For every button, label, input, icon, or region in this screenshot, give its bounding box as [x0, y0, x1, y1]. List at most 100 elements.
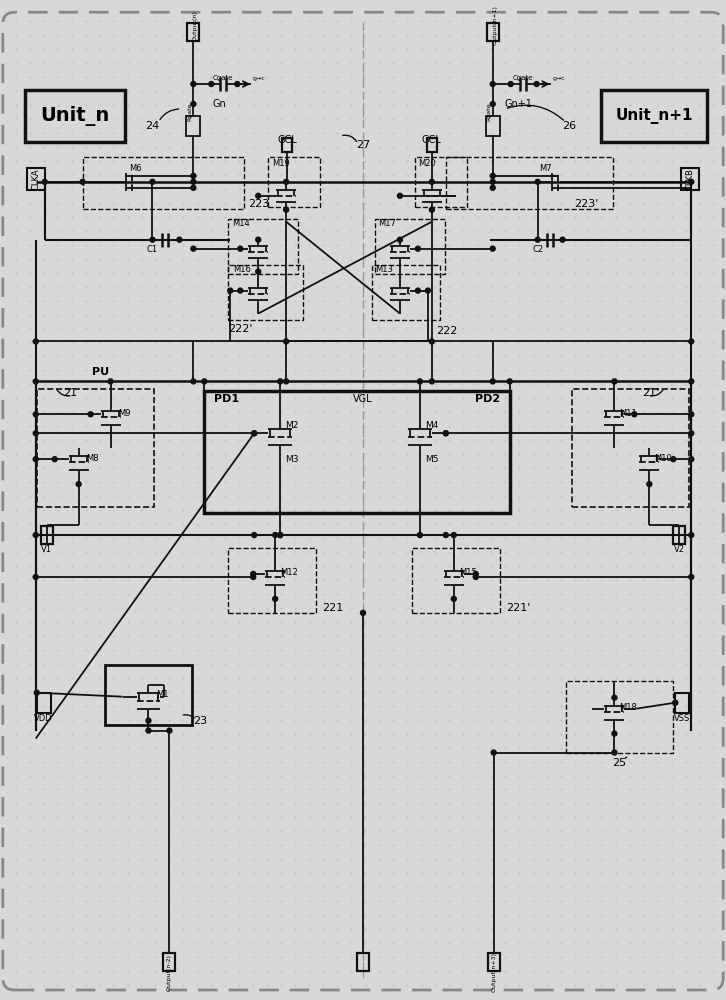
Circle shape [429, 339, 434, 344]
Bar [25, 90, 125, 142]
Bar [105, 665, 192, 725]
Circle shape [238, 288, 242, 293]
Bar [228, 219, 298, 274]
Text: M19: M19 [272, 159, 290, 168]
Text: M16: M16 [233, 265, 251, 274]
Text: 221: 221 [322, 603, 343, 613]
Text: 222: 222 [436, 326, 457, 336]
Circle shape [33, 339, 38, 344]
Text: 223': 223' [574, 199, 599, 209]
Bar [27, 168, 45, 190]
Text: M3: M3 [285, 455, 299, 464]
Circle shape [612, 695, 617, 700]
Circle shape [191, 185, 196, 190]
Text: M5: M5 [425, 455, 439, 464]
Bar [357, 953, 369, 971]
Circle shape [284, 207, 289, 212]
Bar [681, 168, 699, 190]
Bar [566, 681, 673, 753]
Circle shape [252, 431, 257, 436]
Circle shape [273, 533, 277, 538]
Circle shape [417, 533, 423, 538]
Circle shape [277, 533, 282, 538]
Circle shape [429, 179, 434, 184]
Text: CLKA: CLKA [31, 168, 40, 190]
Text: M1: M1 [156, 690, 168, 699]
Circle shape [250, 571, 256, 576]
Circle shape [284, 339, 289, 344]
Text: PD1: PD1 [214, 394, 240, 404]
Circle shape [673, 700, 678, 705]
Bar [228, 548, 316, 613]
Text: PD2: PD2 [475, 394, 499, 404]
Text: VDD: VDD [34, 714, 53, 723]
Circle shape [273, 596, 277, 601]
Text: M6: M6 [129, 164, 142, 173]
Circle shape [150, 237, 155, 242]
Circle shape [33, 431, 38, 436]
Circle shape [689, 457, 694, 462]
Circle shape [452, 533, 457, 538]
Circle shape [252, 533, 257, 538]
Text: Rgate: Rgate [486, 103, 492, 121]
Bar [486, 116, 499, 136]
Text: Unit_n: Unit_n [40, 106, 110, 126]
Text: M8: M8 [86, 454, 99, 463]
Circle shape [397, 193, 402, 198]
Circle shape [88, 412, 93, 417]
Circle shape [80, 179, 85, 184]
Circle shape [490, 246, 495, 251]
Bar [488, 953, 499, 971]
Text: 27: 27 [356, 140, 370, 150]
Circle shape [52, 457, 57, 462]
Circle shape [209, 82, 214, 87]
Circle shape [560, 237, 565, 242]
Circle shape [238, 246, 242, 251]
Text: Unit_n+1: Unit_n+1 [616, 108, 693, 124]
Circle shape [689, 431, 694, 436]
Bar [486, 23, 499, 41]
Circle shape [490, 379, 495, 384]
Text: 26: 26 [563, 121, 576, 131]
Text: PU: PU [92, 367, 109, 377]
Circle shape [284, 379, 289, 384]
Text: V2: V2 [674, 545, 685, 554]
Circle shape [689, 533, 694, 538]
Circle shape [167, 728, 172, 733]
Text: M20: M20 [418, 159, 436, 168]
Circle shape [490, 179, 495, 184]
Circle shape [612, 750, 617, 755]
Circle shape [534, 82, 539, 87]
Circle shape [535, 179, 540, 184]
Circle shape [191, 379, 196, 384]
Circle shape [689, 574, 694, 579]
Circle shape [490, 82, 495, 87]
Circle shape [473, 571, 478, 576]
Text: 221': 221' [506, 603, 530, 613]
Circle shape [146, 728, 151, 733]
Circle shape [150, 179, 155, 184]
Circle shape [632, 412, 637, 417]
Text: C2: C2 [532, 245, 543, 254]
Circle shape [490, 185, 495, 190]
Bar [83, 157, 244, 209]
Text: Gn+1: Gn+1 [505, 99, 533, 109]
Text: Cgate: Cgate [513, 75, 533, 81]
Circle shape [689, 339, 694, 344]
Bar [187, 23, 200, 41]
Text: M4: M4 [425, 421, 439, 430]
Circle shape [508, 82, 513, 87]
Bar [601, 90, 707, 142]
Text: Output(n-2): Output(n-2) [167, 954, 172, 991]
Circle shape [177, 237, 182, 242]
Circle shape [612, 731, 617, 736]
Text: M14: M14 [232, 219, 250, 228]
Bar [163, 953, 176, 971]
Bar [673, 526, 685, 544]
Circle shape [397, 237, 402, 242]
Circle shape [425, 288, 431, 293]
Circle shape [256, 193, 261, 198]
Circle shape [33, 574, 38, 579]
Circle shape [277, 533, 282, 538]
Circle shape [191, 173, 196, 178]
